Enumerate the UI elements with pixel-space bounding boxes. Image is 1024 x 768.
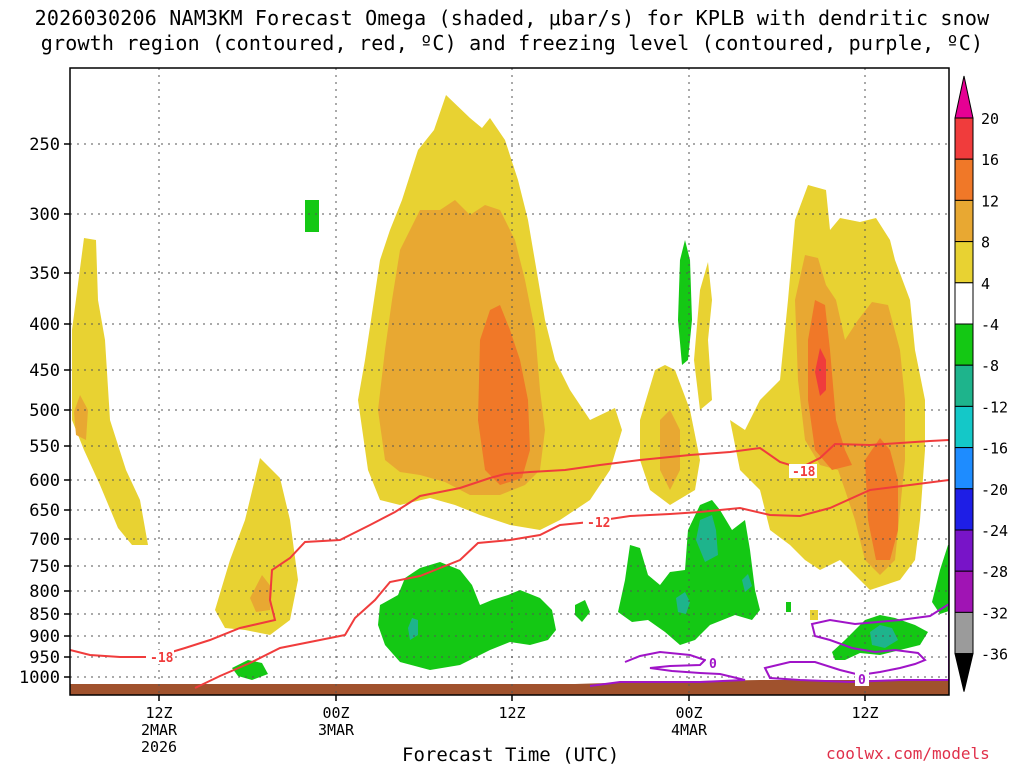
contour-label-bg [146,650,174,664]
contour-label-neg18-right: -18 [792,465,816,480]
y-tick-label: 500 [29,401,60,421]
contour-neg18-dendritic [70,439,949,658]
y-tick-label: 550 [29,437,60,457]
colorbar-swatch [954,323,974,366]
x-axis-title: Forecast Time (UTC) [402,744,620,766]
colorbar-label: -16 [981,440,1008,458]
colorbar-label: -24 [981,522,1008,540]
colorbar-label: -12 [981,398,1008,416]
x-tick-label: 2MAR [141,721,178,739]
x-tick-label: 3MAR [318,721,355,739]
colorbar-label: 4 [981,275,990,293]
colorbar-swatch [954,488,974,531]
y-tick-label: 1000 [19,668,60,688]
x-tick-label: 2026 [141,738,177,756]
colorbar-label: -36 [981,646,1008,664]
y-axis-labels: 2503003504004505005506006507007508008509… [19,135,70,688]
contour-0-freezing-2 [763,602,949,684]
x-tick-label: 12Z [851,704,878,722]
y-tick-label: 750 [29,557,60,577]
contour-label-neg18-left: -18 [150,651,174,666]
colorbar-min-arrow [954,653,974,692]
colorbar-swatch [954,364,974,407]
colorbar-label: -28 [981,563,1008,581]
colorbar-label: -4 [981,316,999,334]
colorbar-swatch [954,241,974,284]
y-tick-label: 400 [29,315,60,335]
contours [70,439,949,689]
colorbar: 20 16 12 8 4 -4 -8 -12 -16 -20 -24 -28 -32 -36 [954,75,1008,692]
y-tick-label: 900 [29,627,60,647]
y-tick-label: 800 [29,582,60,602]
colorbar-swatch [954,282,974,325]
colorbar-max-arrow [954,75,974,119]
y-tick-label: 950 [29,648,60,668]
x-tick-label: 00Z [675,704,702,722]
colorbar-label: 16 [981,151,999,169]
contour-label-neg12: -12 [587,516,610,531]
y-tick-label: 300 [29,205,60,225]
omega-12-16-area [478,300,898,560]
colorbar-label: 8 [981,234,990,252]
y-tick-label: 450 [29,361,60,381]
contour-0-freezing-1 [589,650,746,687]
colorbar-swatch [954,405,974,449]
credit-link[interactable]: coolwx.com/models [826,744,990,763]
contour-label-bg [583,515,611,529]
colorbar-swatch [954,199,974,243]
y-tick-label: 600 [29,471,60,491]
omega-shading [72,95,949,680]
colorbar-swatch [954,611,974,655]
y-tick-label: 700 [29,530,60,550]
contour-label-bg [789,464,817,478]
x-tick-label: 12Z [145,704,172,722]
colorbar-swatch [954,570,974,613]
chart-title-line2: growth region (contoured, red, ºC) and f… [40,31,984,55]
plot-frame [69,67,950,696]
y-tick-label: 650 [29,501,60,521]
colorbar-swatch [954,117,974,160]
contour-label-bg [706,656,720,670]
y-tick-label: 850 [29,605,60,625]
x-tick-label: 4MAR [671,721,708,739]
colorbar-label: 12 [981,192,999,210]
colorbar-label: -20 [981,481,1008,499]
colorbar-swatch [954,447,974,490]
y-tick-label: 350 [29,264,60,284]
contour-label-0-right: 0 [858,673,866,688]
y-tick-label: 250 [29,135,60,155]
x-tick-label: 12Z [498,704,525,722]
contour-neg12-dendritic [194,479,949,689]
terrain-ground [70,684,949,695]
colorbar-label: -8 [981,357,999,375]
contour-labels: -18 -12 -18 0 0 [146,464,869,688]
x-tick-label: 00Z [322,704,349,722]
chart-title-line1: 2026030206 NAM3KM Forecast Omega (shaded… [34,6,990,30]
omega-16-20-area [815,348,826,396]
colorbar-label: 20 [981,110,999,128]
contour-label-0-left: 0 [709,657,717,672]
colorbar-label: -32 [981,604,1008,622]
colorbar-swatch [954,158,974,201]
contour-label-bg [855,672,869,686]
colorbar-swatch [954,529,974,572]
